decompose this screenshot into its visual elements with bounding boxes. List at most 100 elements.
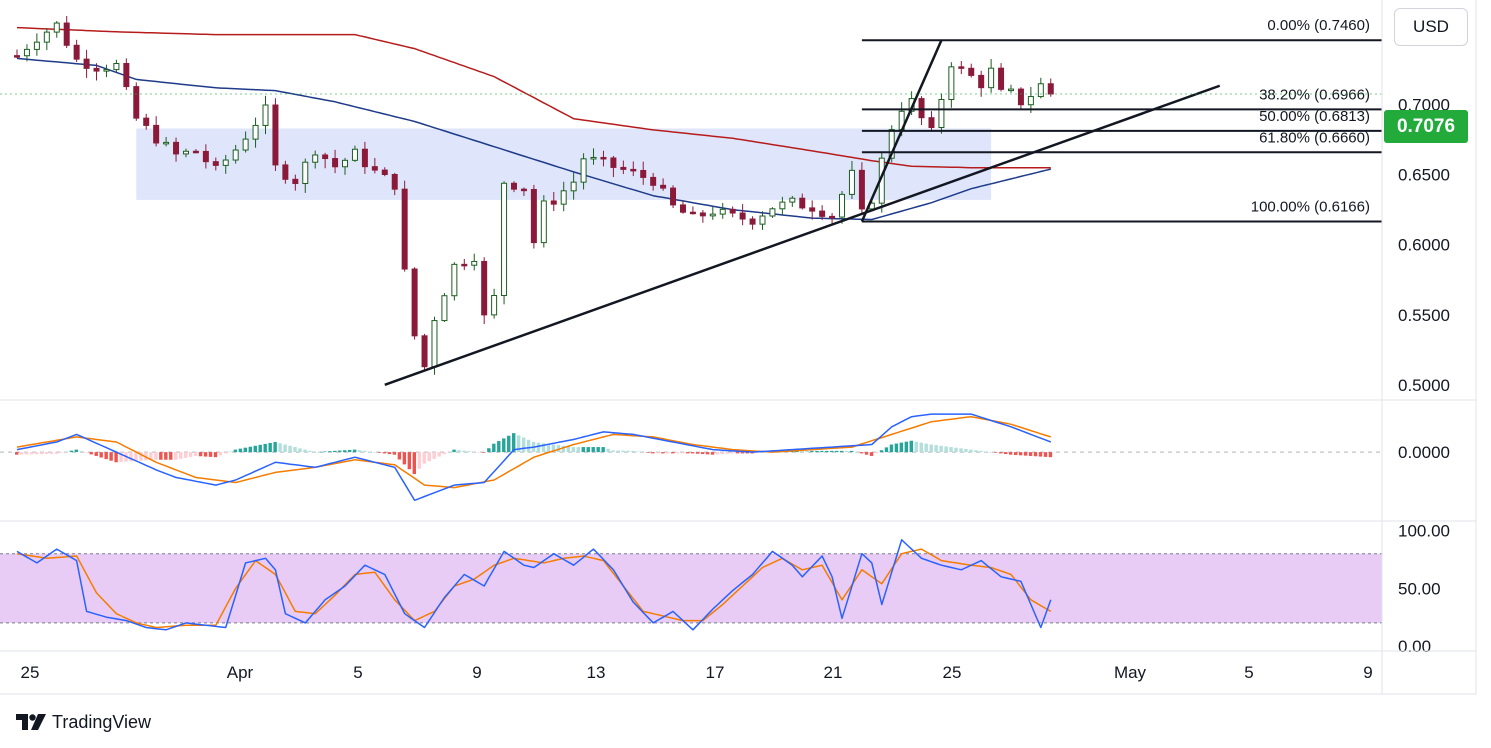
candle-body xyxy=(719,208,726,215)
macd-histogram-bar xyxy=(54,452,59,454)
macd-histogram-bar xyxy=(308,450,312,453)
macd-histogram-bar xyxy=(1048,452,1053,458)
trendlines xyxy=(0,39,1382,386)
candle-body xyxy=(272,104,279,166)
macd-histogram-bar xyxy=(874,452,879,454)
macd-histogram-bar xyxy=(49,452,54,454)
macd-histogram-bar xyxy=(720,452,725,455)
macd-histogram-bar xyxy=(357,450,362,453)
candle-body xyxy=(103,69,110,72)
macd-histogram-bar xyxy=(710,452,715,455)
macd-histogram-bar xyxy=(521,437,526,453)
stochastic-tick-label: 50.00 xyxy=(1398,579,1441,598)
stochastic-band xyxy=(0,553,1382,623)
time-axis[interactable]: 25 Apr 5 9 13 17 21 25 May 5 9 xyxy=(21,663,1373,682)
macd-histogram-bar xyxy=(700,452,705,455)
stochastic-d-line xyxy=(16,548,1052,629)
macd-histogram-bar xyxy=(805,450,809,453)
time-tick-label: 25 xyxy=(21,663,40,682)
macd-histogram-bar xyxy=(457,450,461,453)
candle-body xyxy=(371,166,378,171)
candle-body xyxy=(421,335,428,368)
macd-histogram-bar xyxy=(869,452,874,456)
macd-histogram-bar xyxy=(656,452,660,454)
candle-body xyxy=(1027,96,1034,106)
candle-body xyxy=(530,188,537,244)
candle-body xyxy=(610,157,617,168)
fib-level-label: 50.00% (0.6813) xyxy=(1259,108,1370,125)
macd-histogram-bar xyxy=(119,452,123,462)
macd-histogram-bar xyxy=(452,449,456,453)
stochastic-tick-label: 100.00 xyxy=(1398,522,1450,541)
moving-averages xyxy=(16,26,1051,221)
time-tick-label: 13 xyxy=(587,663,606,682)
macd-histogram-bar xyxy=(621,450,625,453)
macd-histogram-bar xyxy=(328,451,332,453)
candle-body xyxy=(1047,83,1054,95)
macd-histogram-bar xyxy=(318,451,322,453)
macd-histogram-bar xyxy=(844,450,849,453)
macd-histogram-bar xyxy=(313,452,317,453)
brand-name: TradingView xyxy=(52,711,152,732)
candle-body xyxy=(968,67,975,76)
candle-body xyxy=(332,158,339,168)
price-tick-label: 0.7000 xyxy=(1398,96,1450,115)
macd-histogram-bar xyxy=(536,442,541,453)
macd-histogram-bar xyxy=(1043,452,1048,457)
candle-body xyxy=(53,22,60,33)
candle-body xyxy=(351,148,358,161)
macd-histogram-bar xyxy=(392,452,397,455)
macd-histogram-bar xyxy=(34,452,39,455)
candle-body xyxy=(749,218,756,225)
macd-histogram-bar xyxy=(576,447,581,453)
candle-body xyxy=(829,215,836,219)
candle-body xyxy=(640,169,647,178)
macd-histogram-bar xyxy=(551,444,556,453)
macd-histogram-bar xyxy=(188,452,193,457)
macd-histogram-bar xyxy=(581,447,585,453)
currency-selector[interactable]: USD xyxy=(1394,8,1468,46)
macd-histogram-bar xyxy=(198,452,203,457)
macd-histogram-bar xyxy=(1023,452,1028,456)
candle-body xyxy=(232,149,239,161)
candle-body xyxy=(988,67,995,89)
candle-body xyxy=(759,215,766,225)
candle-body xyxy=(401,188,408,270)
candle-body xyxy=(481,260,488,316)
ma-fast-line xyxy=(16,57,1051,221)
candlestick-series xyxy=(14,15,1054,375)
macd-histogram-bar xyxy=(894,443,899,453)
macd-histogram-bar xyxy=(482,452,486,453)
price-tick-label: 0.6500 xyxy=(1398,166,1450,185)
macd-histogram-bar xyxy=(705,452,710,455)
macd-histogram-bar xyxy=(1013,452,1018,455)
tradingview-logo[interactable]: TradingView xyxy=(16,710,151,734)
macd-histogram-bar xyxy=(512,433,516,453)
candle-body xyxy=(580,158,587,183)
macd-histogram-bar xyxy=(154,452,158,460)
candle-body xyxy=(958,66,965,69)
candle-body xyxy=(550,200,557,205)
candle-body xyxy=(858,169,865,210)
macd-histogram-bar xyxy=(99,452,103,458)
macd-histogram-bar xyxy=(183,452,188,458)
macd-histogram-bar xyxy=(825,450,829,453)
macd-histogram-bar xyxy=(914,441,918,453)
macd-histogram-bar xyxy=(611,450,615,453)
macd-histogram-bar xyxy=(233,449,238,453)
candle-body xyxy=(73,44,80,60)
macd-histogram-bar xyxy=(616,450,620,453)
macd-histogram-bar xyxy=(740,452,745,454)
candle-body xyxy=(1037,83,1044,98)
macd-histogram-bar xyxy=(840,450,844,453)
candle-body xyxy=(590,156,597,160)
macd-histogram-bar xyxy=(810,450,814,453)
macd-histogram-bar xyxy=(735,452,740,454)
macd-histogram-bar xyxy=(884,447,889,453)
macd-histogram-bar xyxy=(333,450,337,453)
price-tick-label: 0.5000 xyxy=(1398,376,1450,395)
macd-histogram-bar xyxy=(889,444,894,453)
macd-histogram-bar xyxy=(164,452,168,460)
macd-histogram-bar xyxy=(397,452,402,460)
